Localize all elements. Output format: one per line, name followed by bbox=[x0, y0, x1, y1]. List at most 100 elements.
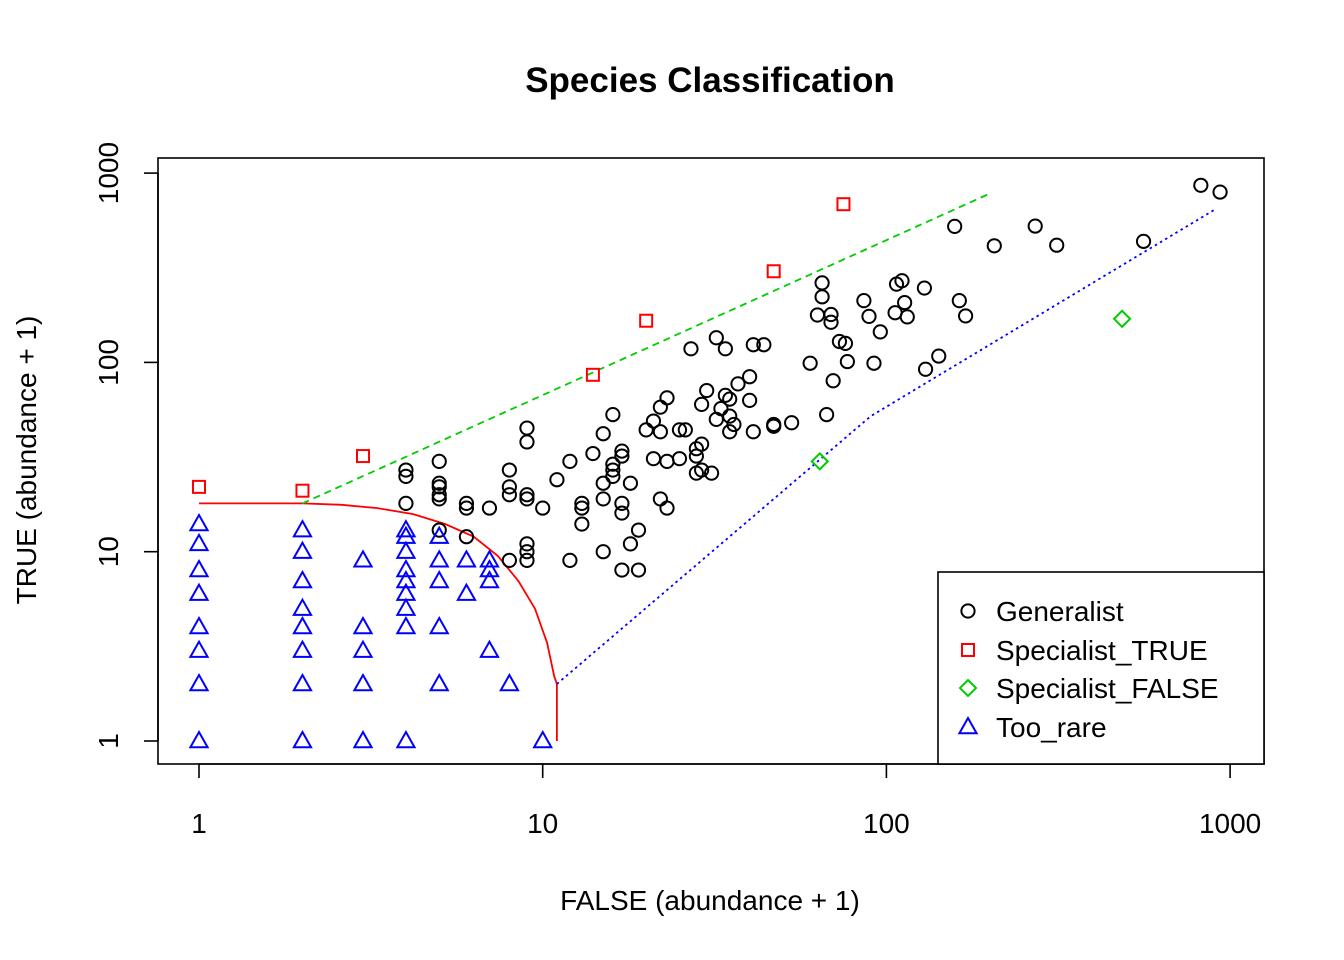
specialist-false-boundary bbox=[556, 209, 1215, 685]
point-generalist bbox=[458, 500, 475, 516]
point-generalist bbox=[671, 422, 688, 438]
point-generalist bbox=[861, 308, 877, 324]
point-generalist bbox=[917, 361, 934, 377]
point-generalist bbox=[595, 491, 611, 507]
point-too-rare bbox=[188, 729, 210, 749]
point-generalist bbox=[823, 314, 839, 330]
point-generalist bbox=[574, 495, 590, 511]
point-generalist bbox=[431, 491, 447, 507]
point-generalist bbox=[916, 280, 933, 296]
point-too-rare bbox=[292, 597, 313, 616]
point-too-rare bbox=[188, 639, 210, 658]
point-too-rare bbox=[428, 672, 450, 692]
point-generalist bbox=[519, 552, 535, 568]
point-too-rare bbox=[292, 615, 313, 635]
point-too-rare bbox=[188, 615, 210, 635]
legend-key-too-rare bbox=[957, 715, 979, 735]
point-generalist bbox=[831, 333, 848, 350]
point-generalist bbox=[837, 335, 854, 351]
point-specialist-true bbox=[639, 313, 654, 328]
point-generalist bbox=[652, 424, 668, 440]
point-generalist bbox=[745, 424, 761, 440]
point-generalist bbox=[501, 487, 517, 503]
point-generalist bbox=[722, 424, 738, 440]
point-generalist bbox=[458, 495, 475, 511]
point-too-rare bbox=[428, 525, 450, 544]
point-generalist bbox=[519, 544, 535, 560]
point-too-rare bbox=[395, 729, 417, 749]
point-too-rare bbox=[292, 569, 313, 589]
legend: Generalist Specialist_TRUE Specialist_FA… bbox=[937, 571, 1265, 765]
point-specialist-false bbox=[1112, 309, 1132, 329]
point-too-rare bbox=[456, 549, 477, 568]
point-generalist bbox=[659, 500, 675, 516]
point-generalist bbox=[722, 391, 738, 407]
point-generalist bbox=[614, 505, 630, 521]
point-generalist bbox=[605, 406, 621, 423]
x-tick-label: 1 bbox=[191, 808, 207, 839]
point-generalist bbox=[431, 453, 447, 469]
point-too-rare bbox=[479, 639, 500, 658]
point-too-rare bbox=[428, 549, 450, 568]
point-too-rare bbox=[395, 525, 417, 544]
point-specialist-true bbox=[766, 264, 781, 279]
point-generalist bbox=[742, 369, 758, 385]
point-generalist bbox=[574, 500, 590, 516]
point-specialist-true bbox=[355, 449, 370, 464]
point-too-rare bbox=[428, 569, 450, 589]
point-generalist bbox=[398, 495, 414, 511]
point-generalist bbox=[708, 330, 724, 346]
point-generalist bbox=[756, 337, 772, 353]
point-generalist bbox=[614, 448, 630, 464]
point-generalist bbox=[722, 408, 738, 424]
point-generalist bbox=[694, 462, 710, 478]
point-generalist bbox=[802, 355, 818, 371]
point-too-rare bbox=[395, 582, 417, 601]
point-generalist bbox=[431, 487, 447, 503]
legend-label-too-rare: Too_rare bbox=[996, 712, 1107, 743]
point-too-rare bbox=[479, 559, 500, 578]
point-generalist bbox=[894, 273, 910, 289]
point-generalist bbox=[519, 434, 535, 450]
point-specialist-true bbox=[295, 483, 310, 498]
x-tick-label: 1000 bbox=[1199, 808, 1261, 839]
point-too-rare bbox=[395, 559, 417, 578]
legend-label-specialist-true: Specialist_TRUE bbox=[996, 635, 1208, 666]
point-too-rare bbox=[456, 582, 477, 601]
y-tick-label: 100 bbox=[93, 339, 124, 386]
point-too-rare bbox=[395, 615, 417, 635]
point-too-rare bbox=[188, 532, 210, 552]
point-too-rare bbox=[352, 549, 374, 568]
point-generalist bbox=[1135, 233, 1152, 249]
point-too-rare bbox=[292, 672, 313, 692]
point-specialist-true bbox=[192, 479, 206, 494]
point-generalist bbox=[814, 289, 830, 305]
y-tick-label: 1 bbox=[93, 733, 124, 749]
point-specialist-false bbox=[810, 451, 830, 471]
point-generalist bbox=[595, 544, 611, 560]
legend-label-generalist: Generalist bbox=[996, 596, 1124, 627]
point-generalist bbox=[742, 392, 758, 408]
point-generalist bbox=[703, 465, 720, 481]
legend-box bbox=[937, 571, 1265, 765]
point-generalist bbox=[630, 562, 647, 578]
reference-lines bbox=[199, 192, 1215, 741]
point-generalist bbox=[897, 294, 913, 311]
point-generalist bbox=[398, 462, 414, 478]
point-generalist bbox=[562, 453, 578, 469]
chart-title: Species Classification bbox=[525, 61, 895, 100]
point-generalist bbox=[745, 337, 761, 353]
point-generalist bbox=[726, 416, 742, 433]
point-generalist bbox=[1212, 184, 1228, 200]
point-generalist bbox=[1193, 177, 1209, 193]
point-too-rare bbox=[292, 729, 313, 749]
y-axis-label: TRUE (abundance + 1) bbox=[11, 316, 42, 605]
point-generalist bbox=[585, 445, 601, 462]
point-generalist bbox=[931, 348, 947, 364]
point-generalist bbox=[431, 522, 447, 538]
y-tick-label: 1000 bbox=[93, 142, 124, 204]
point-generalist bbox=[986, 238, 1002, 254]
point-generalist bbox=[398, 468, 414, 484]
